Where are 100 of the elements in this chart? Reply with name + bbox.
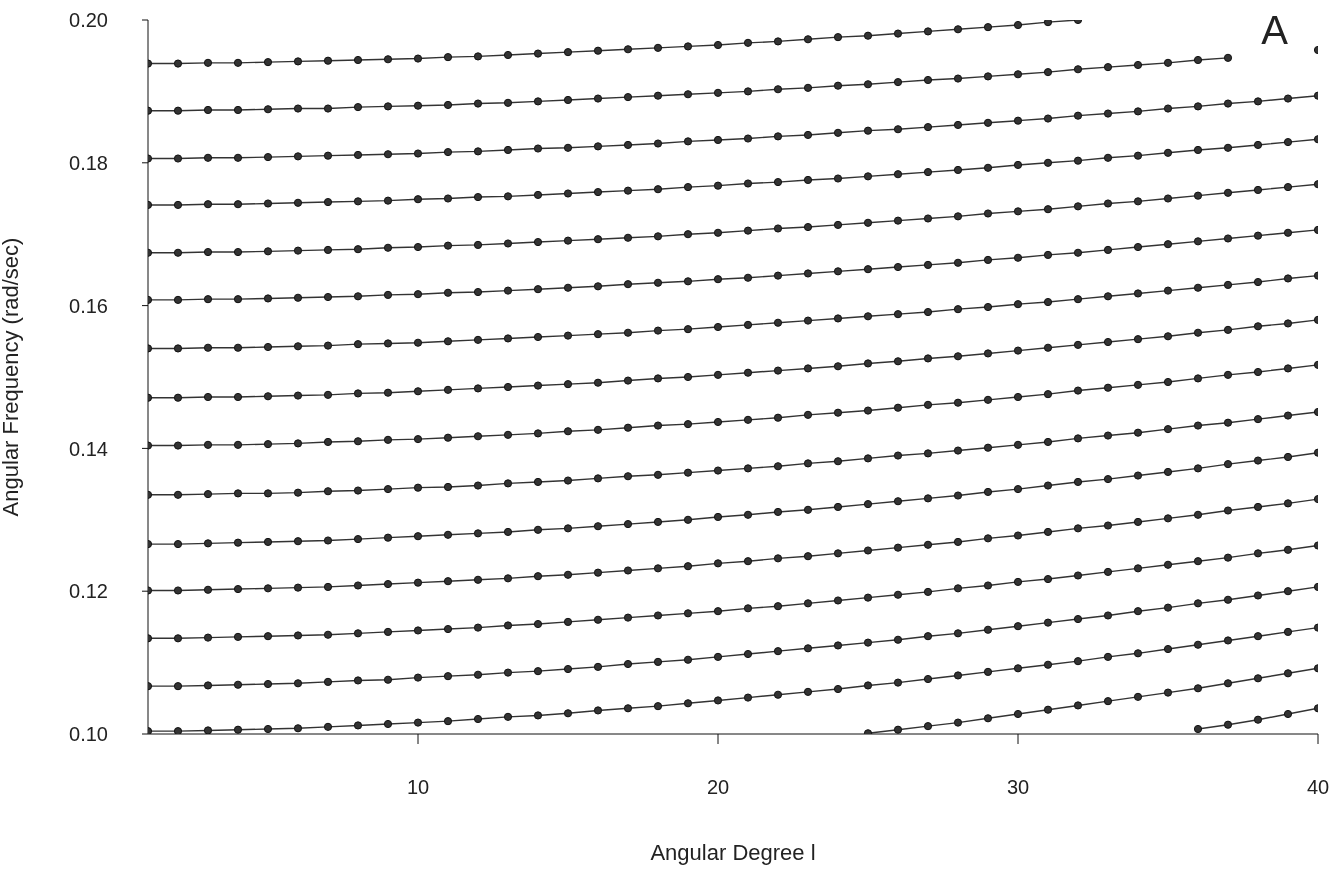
point: [263, 489, 273, 498]
point: [1253, 277, 1263, 287]
point: [233, 58, 243, 67]
point: [653, 517, 663, 527]
point: [1223, 188, 1233, 197]
point: [1043, 705, 1053, 714]
point: [1133, 692, 1143, 701]
point: [173, 682, 183, 691]
point: [323, 536, 333, 545]
point: [203, 440, 213, 449]
point: [1193, 237, 1203, 246]
point: [623, 423, 633, 432]
point: [1223, 325, 1233, 334]
point: [563, 664, 573, 674]
point: [443, 577, 453, 586]
point: [653, 139, 663, 148]
point: [1043, 481, 1053, 490]
point: [1163, 688, 1173, 697]
point: [983, 255, 993, 264]
point: [263, 632, 273, 641]
point: [713, 181, 723, 190]
point: [1163, 603, 1173, 612]
point: [1193, 640, 1203, 649]
point: [983, 72, 993, 81]
point: [413, 435, 423, 444]
point: [503, 382, 513, 392]
point: [503, 712, 513, 721]
point: [1043, 343, 1053, 352]
point: [233, 200, 243, 209]
point: [1103, 383, 1113, 392]
point: [1283, 319, 1293, 328]
point: [263, 537, 273, 547]
point: [473, 287, 483, 297]
point: [323, 341, 333, 350]
point: [263, 392, 273, 401]
point: [1223, 234, 1233, 243]
point: [1073, 156, 1083, 165]
point: [1193, 684, 1203, 693]
point: [743, 87, 753, 96]
point: [683, 468, 693, 477]
point: [323, 722, 333, 731]
point: [353, 629, 363, 638]
point: [533, 285, 543, 294]
point: [353, 581, 363, 590]
point: [983, 443, 993, 452]
point: [413, 673, 423, 682]
point: [1043, 158, 1053, 167]
point: [443, 53, 453, 62]
point: [563, 95, 573, 105]
point: [893, 678, 903, 687]
point: [383, 196, 393, 205]
point: [1103, 337, 1113, 347]
point: [623, 140, 633, 150]
point: [863, 265, 873, 274]
point: [953, 584, 963, 593]
point: [383, 485, 393, 494]
point: [1073, 340, 1083, 349]
point: [1013, 622, 1023, 631]
point: [383, 533, 393, 542]
point: [833, 502, 843, 512]
point: [263, 58, 273, 67]
point: [1133, 107, 1143, 116]
point: [833, 267, 843, 276]
point: [173, 539, 183, 549]
point: [533, 381, 543, 390]
point: [893, 497, 903, 506]
point: [1163, 148, 1173, 157]
point: [983, 625, 993, 634]
point: [773, 462, 783, 471]
point: [383, 719, 393, 729]
point: [1253, 632, 1263, 641]
point: [1223, 370, 1233, 379]
point: [773, 554, 783, 563]
point: [833, 81, 843, 90]
point: [563, 143, 573, 152]
point: [323, 677, 333, 686]
point: [263, 724, 273, 734]
point: [1193, 599, 1203, 608]
point: [1283, 182, 1293, 192]
point: [1133, 380, 1143, 389]
point: [1193, 283, 1203, 292]
point: [953, 25, 963, 34]
point: [323, 104, 333, 113]
point: [773, 177, 783, 187]
point: [713, 88, 723, 97]
point: [713, 135, 723, 145]
point: [533, 525, 543, 534]
point: [593, 568, 603, 577]
point: [593, 615, 603, 624]
point: [983, 209, 993, 218]
point: [893, 725, 903, 734]
point: [473, 384, 483, 393]
point: [443, 482, 453, 492]
point: [353, 340, 363, 349]
point: [263, 294, 273, 303]
point: [713, 370, 723, 379]
point: [653, 470, 663, 479]
point: [233, 247, 243, 257]
point: [233, 584, 243, 594]
point: [1013, 709, 1023, 719]
